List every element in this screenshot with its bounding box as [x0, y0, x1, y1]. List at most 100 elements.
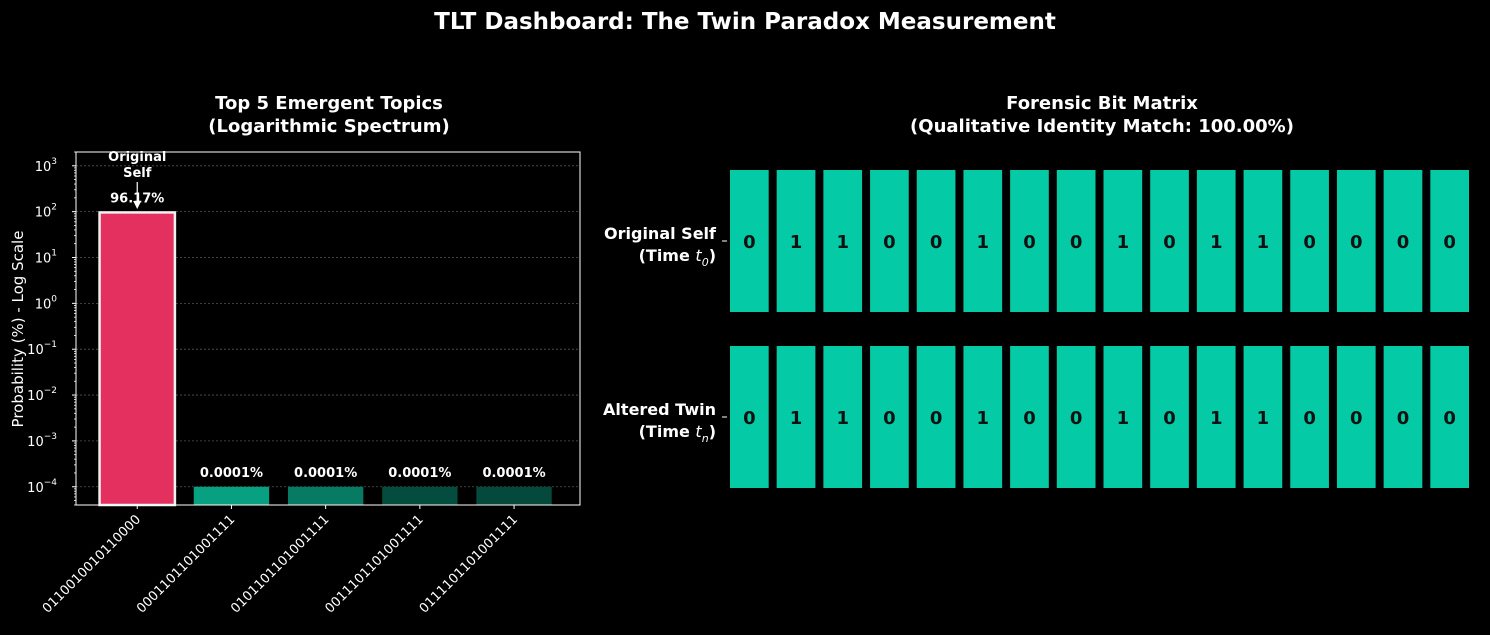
bit-value: 1: [1210, 232, 1223, 253]
y-axis-ticks: 10−4 10−3 10−2 10−1 100 101 102 103: [27, 151, 76, 506]
bit-value: 0: [1303, 408, 1316, 429]
bit-value: 0: [930, 232, 943, 253]
bit-value: 1: [1117, 408, 1130, 429]
annotation-text: Original: [108, 150, 166, 165]
bit-cell: [1243, 346, 1283, 488]
y-tick-label: 10−1: [27, 340, 57, 358]
bit-cell: [916, 346, 956, 488]
bit-value: 0: [1350, 232, 1363, 253]
bit-cell: [730, 346, 769, 488]
y-tick-label: 10−3: [27, 432, 57, 450]
x-tick-label: 0001101101001111: [134, 512, 238, 616]
matrix-cells: 0 1 1 0 0 1 0 0 1 0 1 1 0 0 0 0 0 1 1 0 0 1 0 0 1 0 1 1 0 0 0 0: [730, 170, 1469, 488]
y-tick-label: 10−2: [27, 386, 57, 404]
bit-cell: [1150, 346, 1189, 488]
annotation-arrowhead: [133, 201, 142, 209]
bit-value: 1: [790, 232, 803, 253]
y-tick-label: 102: [35, 203, 57, 221]
bit-cell: [823, 170, 863, 312]
topic-bar-chart: Top 5 Emergent Topics (Logarithmic Spect…: [9, 93, 581, 616]
bit-cell: [1430, 346, 1469, 488]
y-tick-label: 103: [35, 157, 57, 175]
bit-cell: [916, 170, 956, 312]
bit-value: 0: [1350, 408, 1363, 429]
bit-value: 0: [1397, 408, 1410, 429]
bar-0111101101001111: [476, 486, 552, 505]
bit-value: 0: [883, 232, 896, 253]
bar-0110010010110000: [98, 211, 177, 507]
bit-value: 0: [1443, 408, 1456, 429]
bit-cell: [1103, 346, 1143, 488]
bit-value: 1: [790, 408, 803, 429]
row-sublabel: (Time t0): [639, 246, 716, 269]
row-sublabel: (Time tn): [639, 422, 716, 445]
bit-cell: [870, 170, 909, 312]
bar-value-label: 0.0001%: [482, 466, 545, 481]
dashboard-title: TLT Dashboard: The Twin Paradox Measurem…: [434, 9, 1056, 35]
bit-value: 0: [1397, 232, 1410, 253]
bit-value: 0: [1163, 408, 1176, 429]
bit-cell: [963, 170, 1003, 312]
bit-value: 0: [743, 232, 756, 253]
bit-cell: [963, 346, 1003, 488]
bit-value: 1: [1210, 408, 1223, 429]
bit-cell: [730, 170, 769, 312]
bit-value: 1: [1257, 408, 1270, 429]
bit-matrix: Forensic Bit Matrix (Qualitative Identit…: [603, 93, 1469, 488]
x-tick-label: 0101101101001111: [228, 512, 332, 616]
bit-cell: [1150, 170, 1189, 312]
bit-cell: [1056, 346, 1096, 488]
bit-cell: [776, 346, 816, 488]
bit-value: 1: [836, 232, 849, 253]
y-tick-label: 100: [35, 294, 58, 312]
bit-value: 1: [977, 232, 990, 253]
bit-value: 1: [836, 408, 849, 429]
bit-value: 0: [1070, 232, 1083, 253]
bar-chart-title-line2: (Logarithmic Spectrum): [208, 116, 449, 137]
bit-value: 0: [743, 408, 756, 429]
bit-cell: [1336, 346, 1376, 488]
bar-value-label: 0.0001%: [200, 466, 263, 481]
annotation-text: Self: [123, 166, 152, 181]
matrix-row-labels: Original Self (Time t0) Altered Twin (Time …: [603, 224, 727, 445]
bit-cell: [1243, 170, 1283, 312]
bar-0001101101001111: [193, 486, 270, 505]
bit-cell: [1196, 346, 1236, 488]
bar-series: 96.17%0.0001% 0.0001% 0.0001% 0.0001%: [98, 191, 552, 507]
bit-value: 0: [1163, 232, 1176, 253]
bit-value: 0: [1023, 408, 1036, 429]
y-axis-label: Probability (%) - Log Scale: [9, 231, 27, 428]
bit-cell: [1383, 170, 1423, 312]
matrix-title-line1: Forensic Bit Matrix: [1006, 93, 1198, 114]
bar-0101101101001111: [287, 486, 364, 505]
bit-value: 0: [1070, 408, 1083, 429]
bit-cell: [1290, 346, 1329, 488]
row-label: Original Self: [604, 224, 717, 243]
matrix-title-line2: (Qualitative Identity Match: 100.00%): [910, 116, 1294, 137]
bit-value: 0: [1303, 232, 1316, 253]
bit-cell: [1383, 346, 1423, 488]
bar-chart-title-line1: Top 5 Emergent Topics: [215, 93, 443, 114]
x-tick-label: 0111101101001111: [417, 512, 521, 616]
bit-value: 0: [1443, 232, 1456, 253]
bit-value: 1: [977, 408, 990, 429]
x-tick-label: 0110010010110000: [40, 512, 144, 616]
y-tick-label: 10−4: [27, 478, 57, 496]
bit-cell: [1290, 170, 1329, 312]
bar-0011101101001111: [382, 486, 458, 505]
row-label: Altered Twin: [603, 400, 716, 419]
bit-value: 0: [930, 408, 943, 429]
bit-cell: [1010, 346, 1049, 488]
bit-cell: [1103, 170, 1143, 312]
bar-value-label: 0.0001%: [388, 466, 451, 481]
x-axis-ticks: 0110010010110000000110110100111101011011…: [40, 505, 521, 616]
bit-cell: [1430, 170, 1469, 312]
bit-cell: [1010, 170, 1049, 312]
bit-cell: [823, 346, 863, 488]
bit-cell: [776, 170, 816, 312]
bit-cell: [1196, 170, 1236, 312]
bar-value-label: 0.0001%: [294, 466, 357, 481]
bit-value: 1: [1117, 232, 1130, 253]
